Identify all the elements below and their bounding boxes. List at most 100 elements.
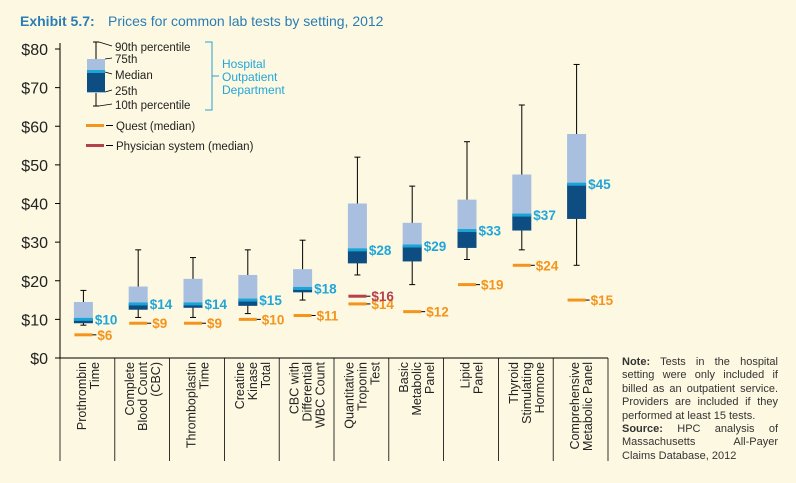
median-line	[402, 244, 422, 248]
quest-marker	[512, 263, 531, 267]
physician-label: $16	[371, 289, 394, 304]
legend-leader-p75	[104, 57, 113, 60]
quest-label: $9	[207, 316, 222, 331]
median-line	[128, 302, 148, 306]
quest-label: $10	[262, 312, 285, 327]
box-lower	[73, 319, 93, 324]
box-upper	[512, 174, 532, 216]
box-lower	[293, 288, 313, 293]
x-category-label: Thyroid	[507, 362, 521, 404]
quest-label: $19	[481, 278, 504, 293]
quest-marker	[458, 283, 476, 287]
exhibit-label: Exhibit 5.7:	[20, 13, 95, 29]
legend-leader-p25	[104, 89, 113, 93]
box-upper	[128, 286, 148, 304]
note-text: Tests in the hospital setting were only …	[622, 356, 778, 422]
hospital-median-label: $10	[95, 312, 118, 327]
quest-marker	[567, 298, 586, 302]
chart-title: Prices for common lab tests by setting, …	[108, 13, 384, 29]
x-category-label: Prothrombin	[75, 362, 89, 430]
hospital-median-label: $28	[369, 243, 392, 258]
quest-label: $11	[317, 309, 339, 324]
x-category-label: Thromboplastin	[185, 362, 199, 448]
quest-label: $9	[152, 316, 167, 331]
physician-marker	[348, 294, 367, 298]
x-category-label: Test	[368, 361, 382, 384]
hospital-median-label: $14	[150, 297, 173, 312]
x-category-label: Metabolic	[410, 362, 424, 416]
quest-label: $14	[371, 297, 394, 312]
y-axis: $0 $10 $20 $30 $40 $50 $60 $70 $80	[21, 42, 61, 368]
quest-label: $6	[97, 328, 113, 343]
hospital-median-label: $33	[479, 224, 502, 239]
median-line	[567, 182, 587, 186]
hospital-median-label: $37	[533, 208, 556, 223]
box-upper	[402, 222, 422, 246]
x-category-label: Hormone	[533, 362, 547, 413]
x-category-label: WBC Count	[314, 361, 328, 428]
median-line	[512, 213, 532, 217]
median-line	[293, 286, 313, 290]
x-category-label: Panel	[472, 362, 486, 394]
quest-marker	[129, 321, 148, 325]
quest-marker	[403, 310, 422, 314]
box-upper	[238, 274, 258, 301]
hospital-median-label: $29	[424, 239, 447, 254]
box-lower	[457, 230, 477, 248]
box-upper	[347, 203, 367, 250]
legend-leader-p10	[98, 103, 113, 107]
quest-label: $24	[536, 258, 559, 273]
legend-quest-swatch	[86, 124, 104, 127]
y-tick-label: $50	[21, 158, 48, 175]
x-category-label: Blood Count	[136, 361, 150, 430]
note-label: Note:	[622, 356, 651, 368]
legend-leader-median	[104, 71, 113, 75]
box-upper	[457, 199, 477, 231]
quest-label: $15	[591, 293, 614, 308]
quest-marker	[348, 302, 367, 306]
box-lower	[238, 300, 258, 306]
legend-hospital-line1: Hospital	[222, 57, 265, 71]
y-tick-label: $10	[21, 312, 48, 329]
hospital-median-label: $45	[588, 177, 611, 192]
box-lower	[347, 249, 367, 264]
median-line	[457, 229, 477, 233]
hospital-median-label: $18	[314, 281, 337, 296]
quest-marker	[184, 321, 202, 325]
x-category-label: Kinase	[246, 362, 260, 400]
x-category-label: Metabolic Panel	[581, 362, 595, 451]
quest-marker	[74, 333, 93, 337]
legend-p90: 90th percentile	[115, 42, 190, 54]
box-upper	[293, 269, 313, 289]
legend: 90th percentile 75th Median 25th 10th pe…	[86, 41, 285, 153]
x-category-label: Lipid	[459, 362, 473, 388]
median-markers: $10$6$14$9$14$9$15$10$18$11$28$14$16$29$…	[74, 177, 614, 343]
x-category-label: Time	[198, 362, 212, 389]
x-category-label: Stimulating	[520, 362, 534, 424]
legend-p75: 75th	[115, 54, 137, 66]
median-line	[183, 302, 203, 306]
median-line	[347, 248, 367, 252]
legend-physician-swatch	[86, 144, 104, 147]
hospital-boxes	[73, 63, 587, 326]
y-tick-label: $30	[21, 235, 48, 252]
quest-marker	[293, 314, 312, 318]
x-axis: Prothrombin Time Complete Blood Count (CBC) T…	[59, 357, 609, 461]
y-tick-label: $60	[21, 119, 48, 136]
legend-p10: 10th percentile	[115, 100, 190, 112]
box-upper	[567, 133, 587, 185]
box-lower	[183, 303, 203, 308]
y-tick-label: $70	[21, 81, 48, 98]
legend-hospital-line2: Outpatient	[222, 70, 278, 84]
x-category-label: Complete	[123, 362, 137, 416]
y-tick-label: $80	[21, 42, 48, 59]
legend-quest: Quest (median)	[116, 121, 195, 133]
y-tick-label: $20	[21, 274, 48, 291]
x-category-label: Differential	[301, 362, 315, 422]
legend-inner-box	[87, 71, 105, 92]
y-tick-label: $40	[21, 197, 48, 214]
note-block: Note: Tests in the hospital setting were…	[622, 356, 778, 463]
quest-label: $12	[426, 305, 449, 320]
x-category-label: (CBC)	[149, 362, 163, 397]
box-upper	[183, 278, 203, 304]
